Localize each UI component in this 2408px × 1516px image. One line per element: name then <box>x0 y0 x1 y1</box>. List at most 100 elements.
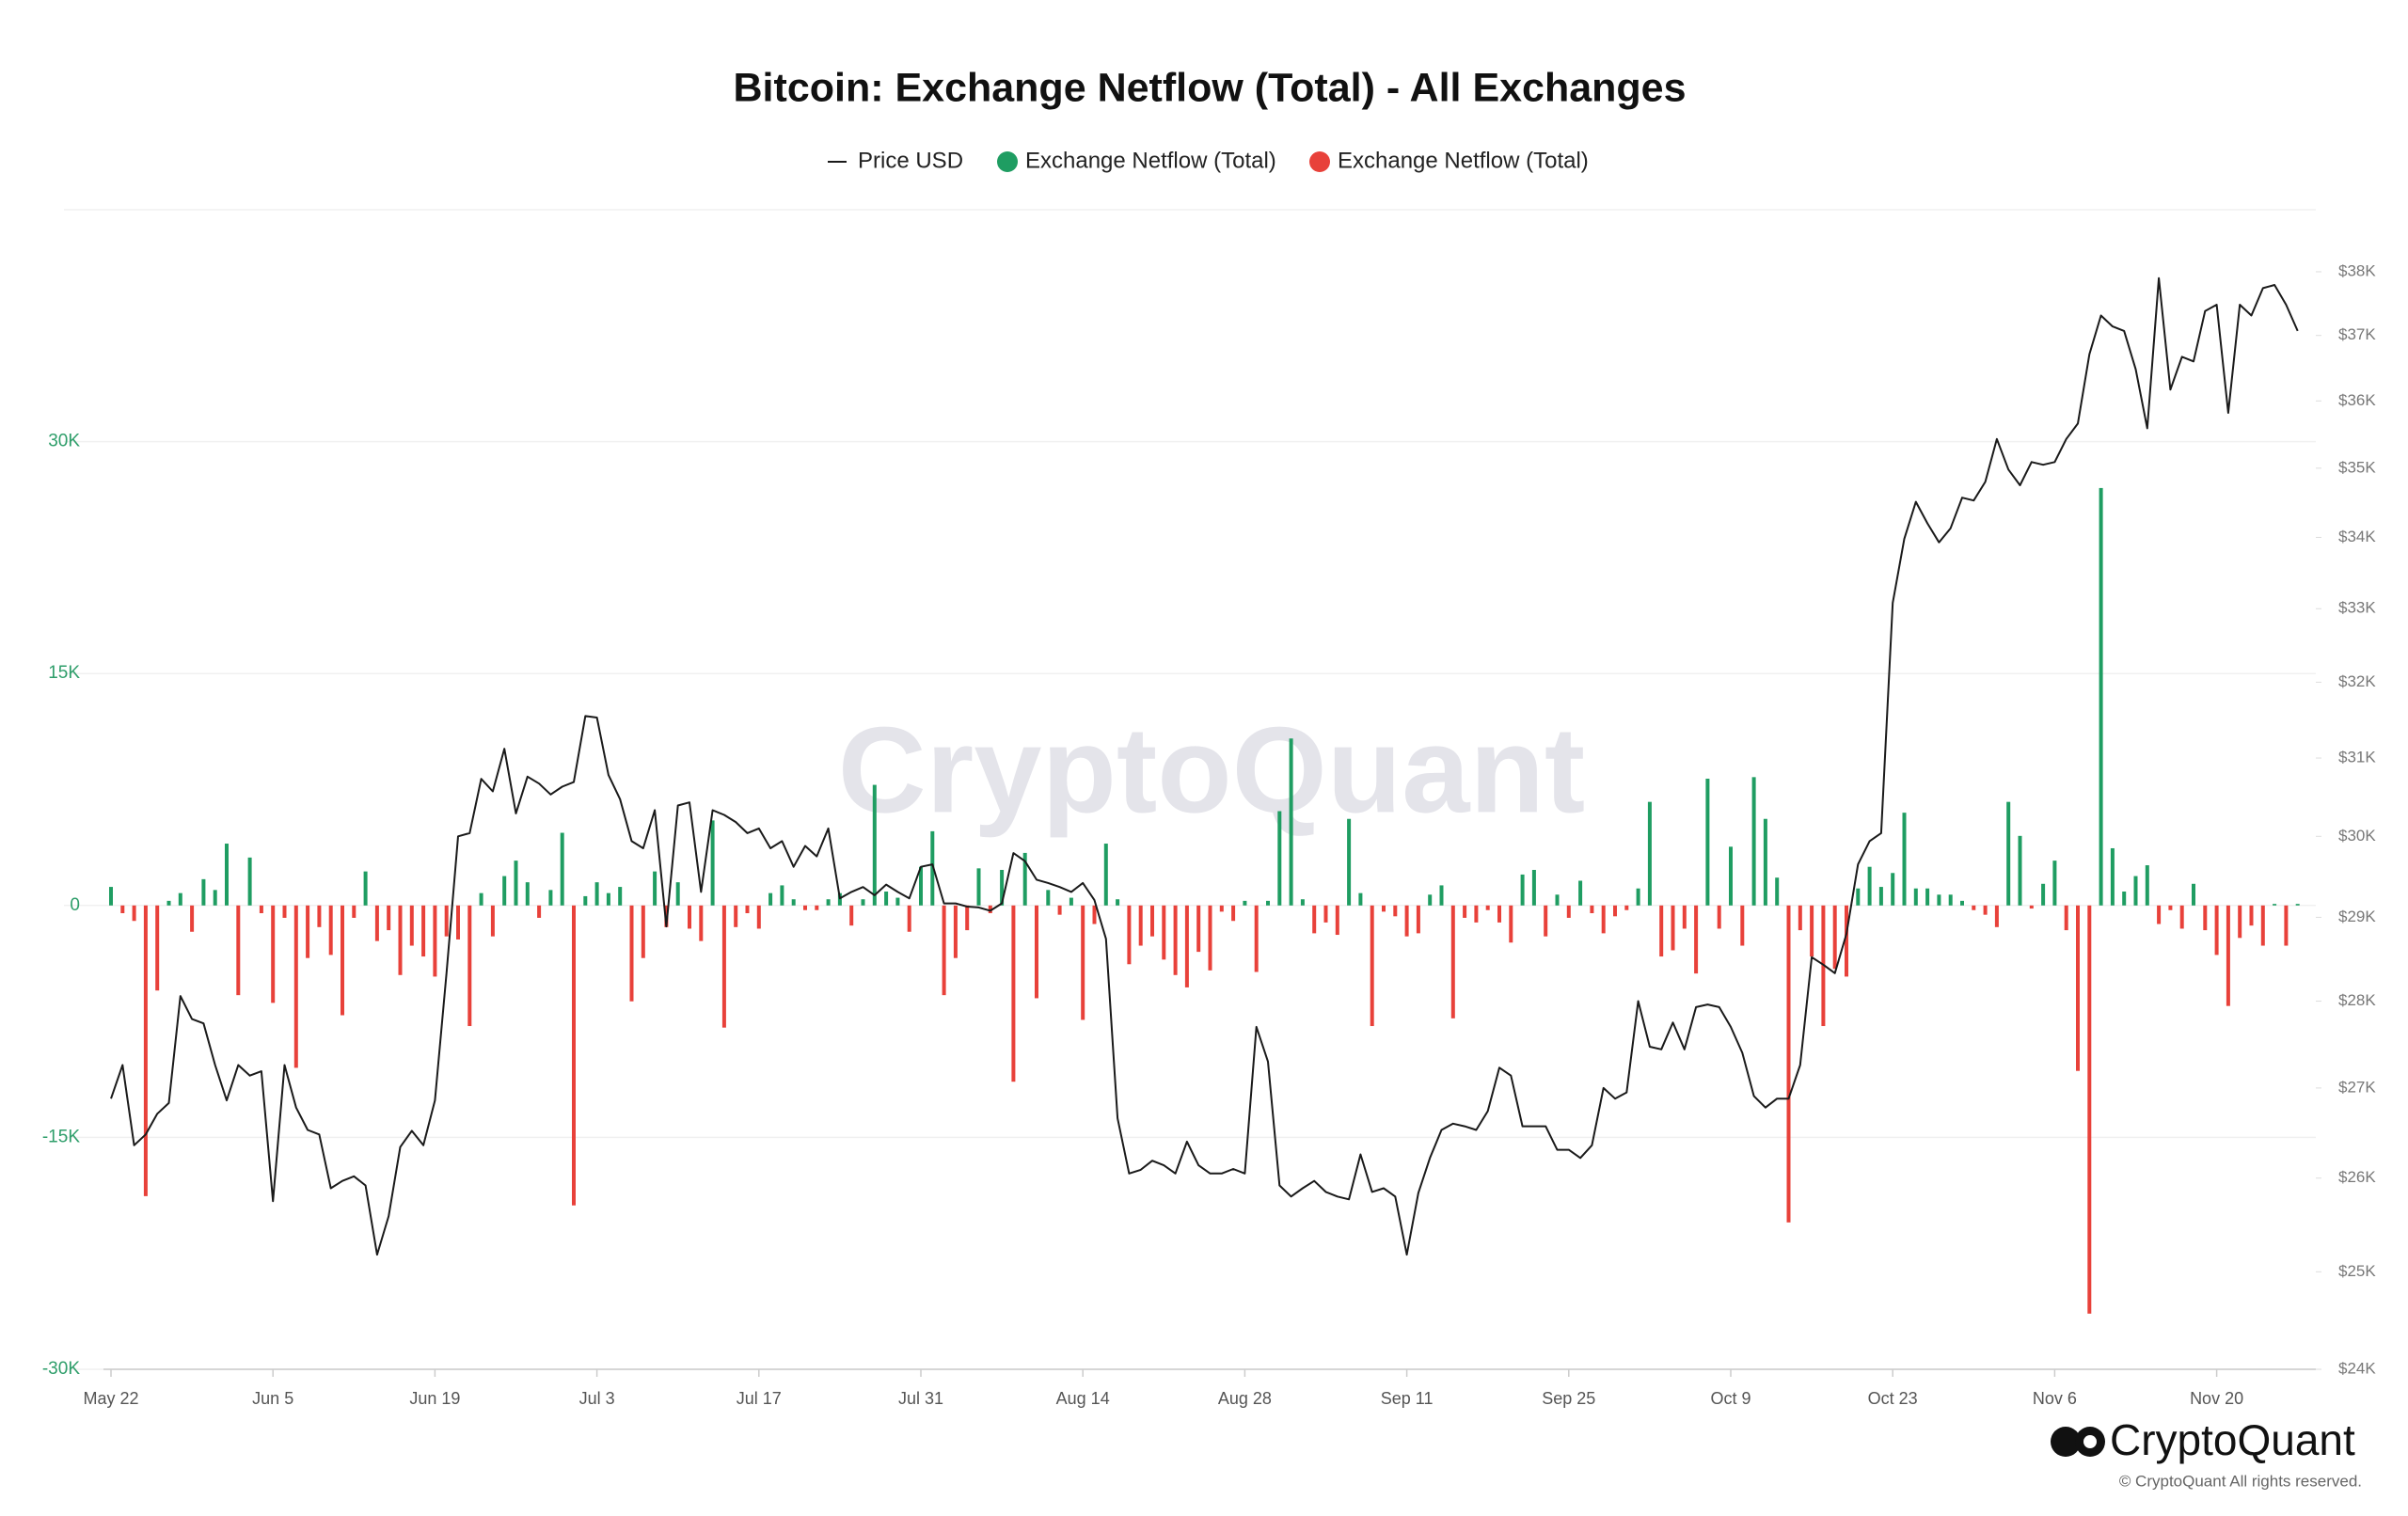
bar <box>2226 905 2230 1006</box>
bar <box>1544 905 1548 937</box>
bar <box>1983 905 1988 915</box>
bar <box>2273 904 2277 906</box>
bar <box>1590 905 1594 914</box>
y-tick-label: 15K <box>48 663 80 683</box>
bar <box>1671 905 1675 951</box>
bar <box>1335 905 1339 936</box>
bar <box>293 905 298 1068</box>
bar <box>1347 818 1352 906</box>
bar <box>2099 487 2103 906</box>
bar <box>1035 905 1038 999</box>
bar <box>1300 899 1305 906</box>
bar <box>1613 905 1617 917</box>
bar <box>282 905 287 918</box>
bar <box>537 905 542 918</box>
bar <box>1370 905 1374 1027</box>
bar <box>618 887 623 906</box>
y2-tick-label: $38K <box>2338 261 2376 279</box>
bar <box>1763 818 1767 906</box>
x-tick-label: Sep 25 <box>1542 1389 1595 1408</box>
bar <box>341 905 344 1016</box>
y2-tick-label: $25K <box>2338 1262 2376 1280</box>
bar <box>178 892 182 906</box>
x-tick-label: Jun 5 <box>252 1389 293 1408</box>
bar <box>1624 905 1629 910</box>
bar <box>641 905 645 958</box>
bar <box>1358 892 1363 906</box>
bar <box>1509 905 1513 943</box>
bar <box>1428 894 1433 906</box>
bar <box>1601 905 1606 934</box>
bar <box>120 905 125 914</box>
x-tick-label: Nov 6 <box>2033 1389 2077 1408</box>
x-tick-label: Sep 11 <box>1381 1389 1434 1408</box>
bar <box>444 905 449 937</box>
y2-tick-label: $33K <box>2338 599 2376 617</box>
bar <box>1011 905 1016 1082</box>
y2-tick-label: $37K <box>2338 325 2376 343</box>
bar <box>721 905 726 1028</box>
y2-tick-label: $29K <box>2338 908 2376 925</box>
bar <box>606 892 610 906</box>
bar <box>1497 905 1501 923</box>
bar <box>1694 905 1699 974</box>
bar <box>363 871 368 906</box>
bar <box>1416 905 1420 934</box>
bar <box>942 905 946 996</box>
bar <box>2087 905 2092 1314</box>
x-tick-label: Aug 28 <box>1218 1389 1272 1408</box>
bar <box>1069 897 1073 906</box>
x-tick-label: Nov 20 <box>2190 1389 2243 1408</box>
legend-swatch <box>997 151 1018 172</box>
bar <box>2157 905 2162 924</box>
bar <box>2076 905 2080 1071</box>
bar <box>1948 894 1953 906</box>
bar <box>201 878 206 906</box>
bar <box>1150 905 1154 937</box>
bar <box>976 868 981 906</box>
bar <box>2052 861 2057 906</box>
bar <box>2006 801 2011 906</box>
bar <box>815 905 819 910</box>
x-tick-label: Jul 31 <box>898 1389 943 1408</box>
bar <box>271 905 276 1003</box>
bar <box>1775 877 1780 906</box>
x-tick-label: Oct 9 <box>1710 1389 1751 1408</box>
bar <box>1404 905 1409 937</box>
bar <box>1937 894 1941 906</box>
y-tick-label: -15K <box>42 1127 80 1146</box>
y-tick-label: 0 <box>70 895 80 915</box>
bar <box>1277 811 1282 906</box>
bar <box>560 832 564 906</box>
bar <box>919 866 923 906</box>
bar <box>306 905 310 958</box>
x-tick-label: May 22 <box>83 1389 138 1408</box>
bar <box>387 905 391 931</box>
bar <box>1254 905 1259 972</box>
bar <box>1913 888 1918 906</box>
bar <box>2284 905 2289 946</box>
bar <box>1116 899 1120 906</box>
bar <box>1729 846 1733 906</box>
bar <box>1103 844 1108 906</box>
x-tick-label: Jul 3 <box>579 1389 615 1408</box>
chart-title: Bitcoin: Exchange Netflow (Total) - All … <box>734 65 1687 110</box>
bar <box>155 905 160 991</box>
bar <box>259 905 263 914</box>
bar <box>1382 905 1386 912</box>
bar <box>236 905 241 996</box>
logo-shape <box>2051 1427 2081 1457</box>
bar <box>1092 905 1097 924</box>
bar <box>374 905 379 941</box>
bar <box>1832 905 1837 970</box>
bar <box>433 905 437 977</box>
bar <box>514 861 518 906</box>
bar <box>734 905 738 927</box>
y-tick-label: -30K <box>42 1359 80 1379</box>
bar <box>1867 866 1872 906</box>
bar <box>1081 905 1085 1020</box>
bar <box>1485 905 1490 910</box>
bar <box>629 905 634 1002</box>
bar <box>421 905 426 957</box>
x-tick-label: Oct 23 <box>1868 1389 1918 1408</box>
